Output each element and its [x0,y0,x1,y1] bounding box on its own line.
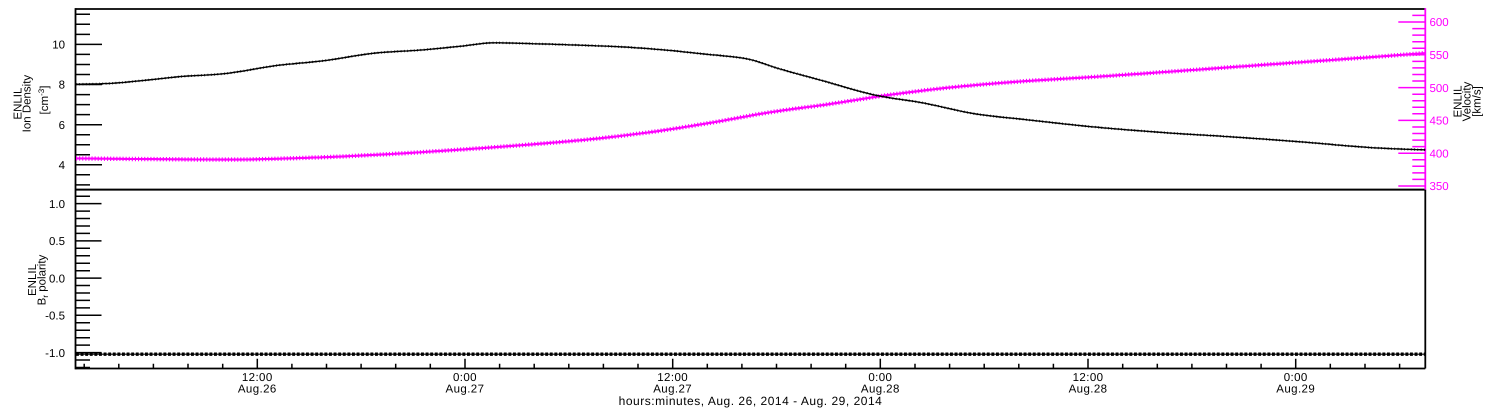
svg-text:0:00: 0:00 [453,372,477,384]
svg-text:ENLIL: ENLIL [13,87,25,120]
svg-text:0.5: 0.5 [49,236,65,248]
svg-text:0:00: 0:00 [1284,372,1308,384]
svg-text:Ion Density: Ion Density [22,75,34,133]
svg-text:600: 600 [1430,17,1449,29]
svg-text:Aug.27: Aug.27 [653,383,692,395]
svg-text:Aug.26: Aug.26 [238,383,277,395]
svg-text:1.0: 1.0 [49,199,65,211]
svg-text:400: 400 [1430,148,1449,160]
svg-text:350: 350 [1430,181,1449,193]
svg-text:Aug.27: Aug.27 [446,383,485,395]
svg-text:Aug.28: Aug.28 [861,383,900,395]
svg-text:ENLIL: ENLIL [1453,85,1465,118]
svg-text:Aug.29: Aug.29 [1276,383,1315,395]
svg-text:12:00: 12:00 [657,372,688,384]
svg-text:10: 10 [52,40,65,52]
svg-text:Br polarity: Br polarity [37,254,51,305]
svg-text:-1.0: -1.0 [45,348,65,360]
svg-text:[km/s]: [km/s] [1472,86,1484,117]
svg-text:ENLIL: ENLIL [27,263,39,296]
svg-text:Velocity: Velocity [1462,81,1474,121]
svg-text:Aug.28: Aug.28 [1069,383,1108,395]
svg-text:450: 450 [1430,116,1449,128]
svg-text:12:00: 12:00 [242,372,273,384]
svg-text:hours:minutes, Aug. 26, 2014 -: hours:minutes, Aug. 26, 2014 - Aug. 29, … [619,394,883,408]
svg-text:-0.5: -0.5 [45,311,65,323]
svg-text:6: 6 [59,120,65,132]
svg-text:0.0: 0.0 [49,273,65,285]
svg-text:4: 4 [59,160,66,172]
svg-text:550: 550 [1430,50,1449,62]
svg-text:12:00: 12:00 [1073,372,1104,384]
svg-text:8: 8 [59,80,65,92]
svg-text:500: 500 [1430,83,1449,95]
svg-text:0:00: 0:00 [868,372,892,384]
